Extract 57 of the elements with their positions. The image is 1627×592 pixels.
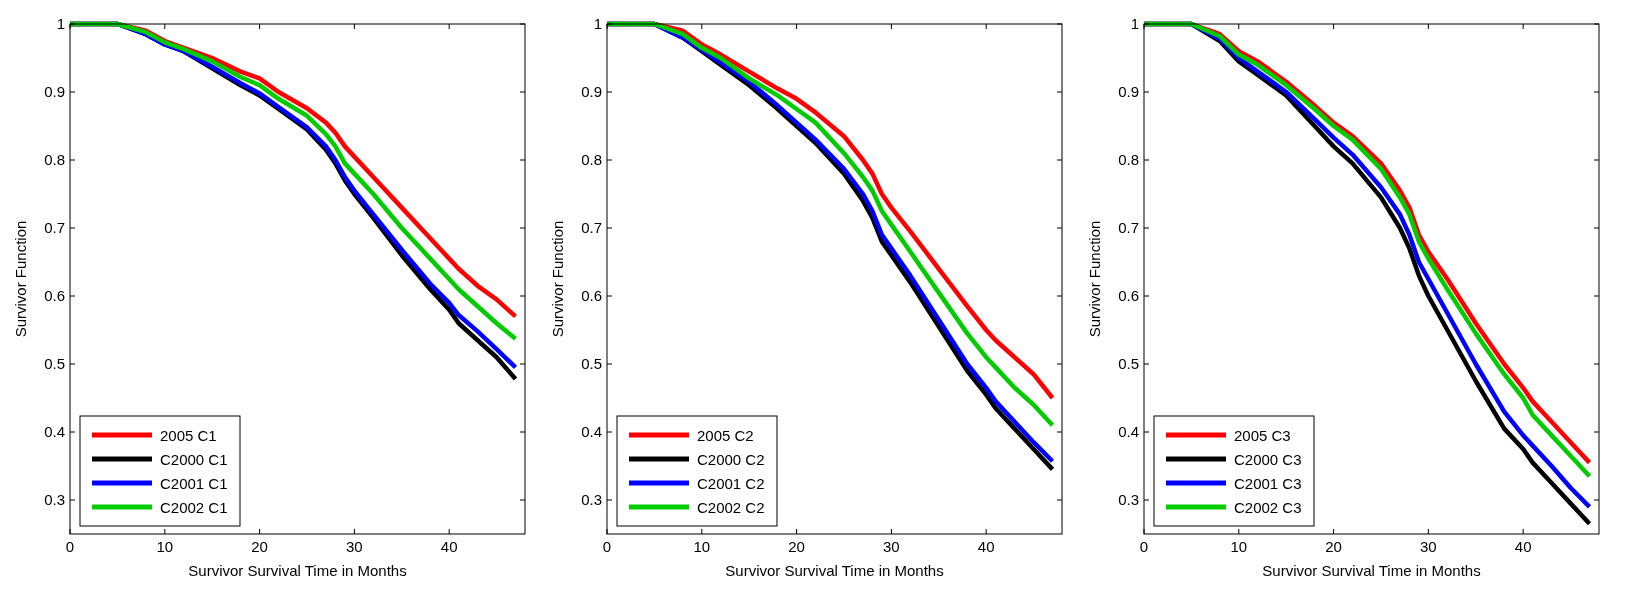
y-tick-label: 0.5 [581,355,602,372]
x-tick-label: 20 [1325,538,1342,555]
y-axis-title: Survivor Function [549,220,566,338]
x-tick-label: 40 [1514,538,1532,555]
x-axis-title: Survivor Survival Time in Months [725,562,944,579]
y-tick-label: 0.3 [581,491,602,508]
y-tick-label: 1 [1130,15,1139,32]
x-tick-label: 20 [251,538,268,555]
legend-label: 2005 C3 [1234,427,1291,444]
y-tick-label: 0.4 [581,423,602,440]
x-tick-label: 20 [788,538,805,555]
y-tick-label: 0.9 [44,83,65,100]
x-axis-title: Survivor Survival Time in Months [188,562,407,579]
y-tick-label: 0.3 [1118,491,1139,508]
y-tick-label: 0.6 [44,287,65,304]
legend-label: C2002 C2 [697,499,765,516]
legend-label: C2001 C2 [697,475,765,492]
y-tick-label: 0.8 [44,151,65,168]
y-tick-label: 0.7 [44,219,65,236]
x-tick-label: 0 [602,538,612,555]
x-tick-label: 30 [1420,538,1437,555]
legend-label: C2002 C1 [160,499,228,516]
y-tick-label: 0.4 [44,423,65,440]
y-axis-title: Survivor Function [1086,220,1103,338]
legend-label: 2005 C2 [697,427,754,444]
legend-label: C2001 C3 [1234,475,1302,492]
legend-label: C2001 C1 [160,475,228,492]
legend-label: C2002 C3 [1234,499,1302,516]
legend-label: 2005 C1 [160,427,217,444]
y-tick-label: 0.7 [1118,219,1139,236]
x-tick-label: 30 [346,538,363,555]
y-tick-label: 0.9 [581,83,602,100]
legend-label: C2000 C3 [1234,451,1302,468]
y-tick-label: 0.7 [581,219,602,236]
x-tick-label: 40 [977,538,995,555]
y-tick-label: 0.5 [44,355,65,372]
x-tick-label: 10 [1230,538,1248,555]
y-tick-label: 1 [56,15,65,32]
legend-label: C2000 C1 [160,451,228,468]
x-tick-label: 0 [65,538,75,555]
x-axis-title: Survivor Survival Time in Months [1262,562,1481,579]
y-tick-label: 0.8 [581,151,602,168]
y-tick-label: 0.6 [581,287,602,304]
y-tick-label: 1 [593,15,602,32]
y-tick-label: 0.3 [44,491,65,508]
y-tick-label: 0.4 [1118,423,1139,440]
legend-label: C2000 C2 [697,451,765,468]
x-tick-label: 40 [440,538,458,555]
y-tick-label: 0.6 [1118,287,1139,304]
x-tick-label: 10 [156,538,174,555]
x-tick-label: 30 [883,538,900,555]
y-tick-label: 0.9 [1118,83,1139,100]
y-tick-label: 0.8 [1118,151,1139,168]
x-tick-label: 10 [693,538,711,555]
x-tick-label: 0 [1139,538,1149,555]
y-axis-title: Survivor Function [12,220,29,338]
y-tick-label: 0.5 [1118,355,1139,372]
